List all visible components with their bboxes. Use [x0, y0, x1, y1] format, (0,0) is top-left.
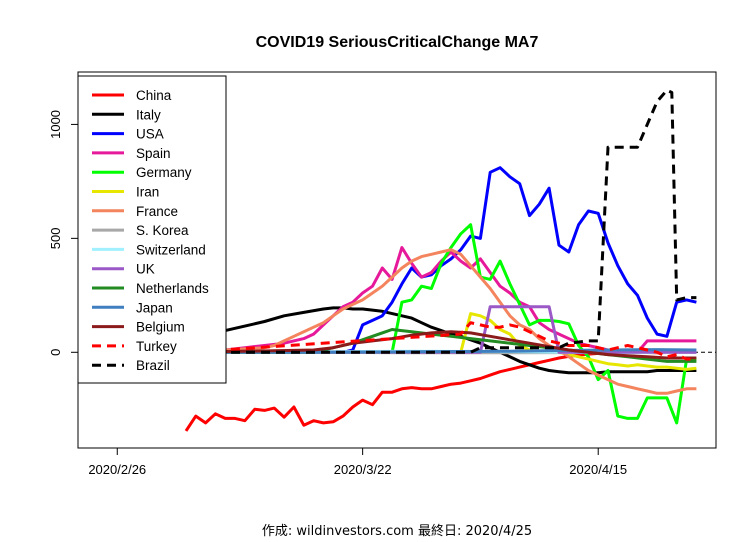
legend-label-uk: UK: [136, 262, 155, 277]
legend-label-germany: Germany: [136, 165, 192, 180]
y-tick-label: 0: [48, 349, 63, 356]
series-line-netherlands: [186, 328, 697, 363]
series-line-germany: [186, 223, 697, 425]
legend-label-netherlands: Netherlands: [136, 281, 209, 296]
chart-caption: 作成: wildinvestors.com 最終日: 2020/4/25: [262, 523, 532, 539]
chart-title: COVID19 SeriousCriticalChange MA7: [256, 34, 539, 51]
x-axis: 2020/2/26 2020/3/22 2020/4/15: [88, 447, 627, 477]
series-line-france: [185, 248, 697, 395]
legend-label-japan: Japan: [136, 300, 173, 315]
legend-label-spain: Spain: [136, 146, 171, 161]
series-line-iran: [186, 312, 697, 371]
series-group: [184, 88, 697, 432]
x-tick-label: 2020/3/22: [334, 462, 392, 477]
legend-label-france: France: [136, 204, 178, 219]
legend-label-brazil: Brazil: [136, 358, 170, 373]
legend-label-turkey: Turkey: [136, 339, 177, 354]
y-axis: 0 500 1000: [48, 110, 79, 356]
series-line-brazil: [186, 88, 697, 354]
x-tick-label: 2020/4/15: [569, 462, 627, 477]
legend-label-belgium: Belgium: [136, 320, 185, 335]
y-tick-label: 1000: [48, 110, 63, 139]
legend-label-italy: Italy: [136, 107, 161, 122]
legend-label-usa: USA: [136, 127, 164, 142]
legend-label-s-korea: S. Korea: [136, 223, 189, 238]
y-tick-label: 500: [48, 227, 63, 249]
x-tick-label: 2020/2/26: [88, 462, 146, 477]
legend: China Italy USA Spain Germany Iran France S. Ko…: [77, 75, 227, 384]
legend-label-china: China: [136, 88, 172, 103]
series-line-turkey: [185, 321, 697, 361]
series-line-belgium: [185, 330, 697, 360]
series-line-italy: [185, 306, 697, 375]
legend-label-switzerland: Switzerland: [136, 242, 206, 257]
series-line-usa: [186, 166, 697, 354]
legend-label-iran: Iran: [136, 185, 159, 200]
